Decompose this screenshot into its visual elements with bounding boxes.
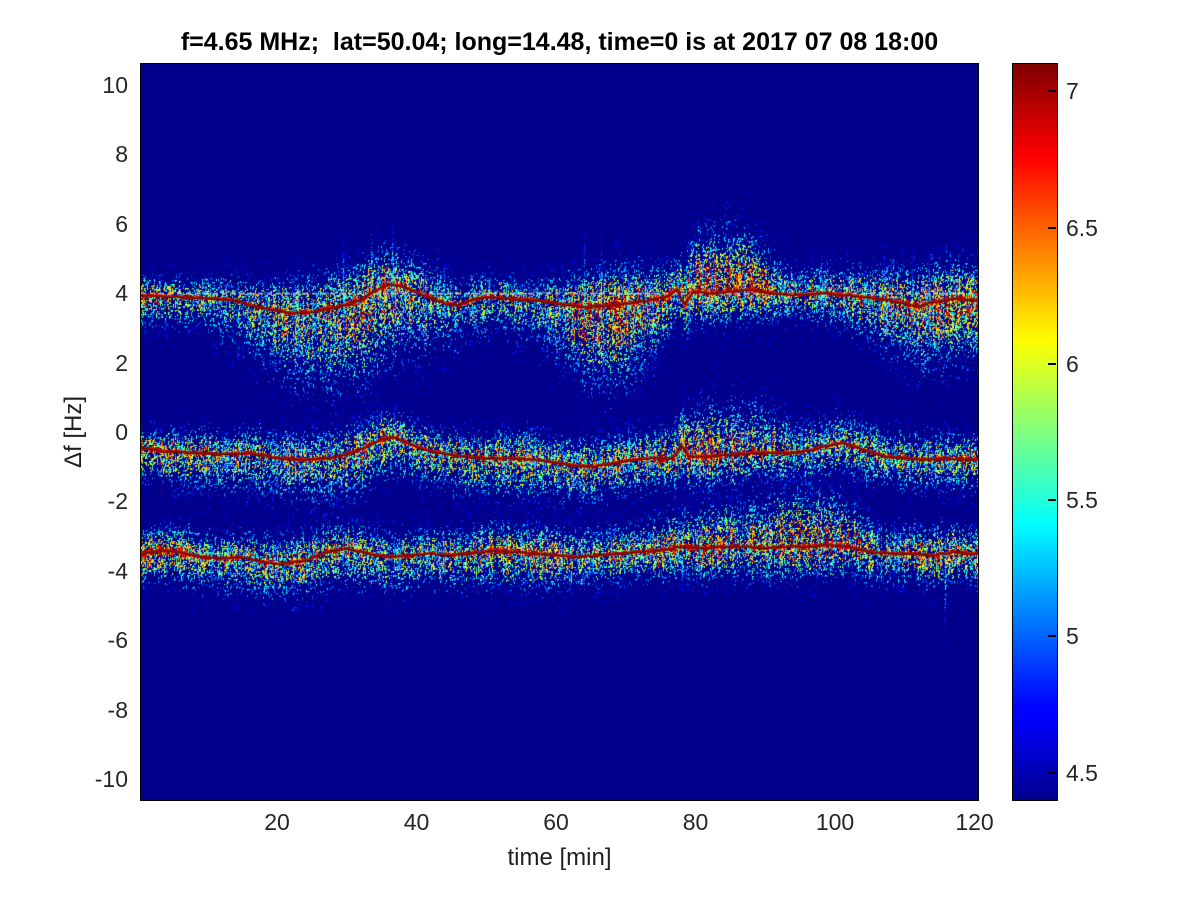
heatmap-canvas — [141, 64, 978, 800]
x-tick-label: 120 — [955, 809, 994, 835]
colorbar-tick-label: 7 — [1066, 78, 1079, 105]
plot-title: f=4.65 MHz; lat=50.04; long=14.48, time=… — [180, 28, 939, 56]
colorbar-tick-mark — [1048, 90, 1056, 93]
colorbar-tick-label: 6 — [1066, 350, 1079, 377]
x-tick-label: 100 — [815, 809, 855, 835]
y-tick-label: 10 — [102, 71, 128, 98]
y-tick-label: 6 — [115, 210, 128, 237]
y-tick-label: -10 — [94, 766, 128, 793]
y-tick-label: -4 — [107, 557, 128, 584]
x-tick-label: 40 — [403, 809, 430, 835]
x-tick-label: 80 — [682, 809, 709, 835]
y-tick-label: -8 — [107, 696, 128, 723]
colorbar-tick-label: 4.5 — [1066, 759, 1098, 786]
colorbar-tick-mark — [1048, 362, 1056, 365]
colorbar-tick-mark — [1048, 226, 1056, 229]
x-tick-label: 20 — [264, 809, 290, 835]
y-tick-label: 8 — [115, 141, 128, 168]
colorbar-tick-label: 6.5 — [1066, 214, 1098, 241]
y-tick-label: 0 — [115, 419, 128, 445]
y-tick-label: -6 — [107, 627, 128, 654]
colorbar-tick-label: 5.5 — [1066, 487, 1098, 514]
colorbar-tick-mark — [1048, 499, 1056, 502]
y-tick-label: 2 — [115, 349, 128, 376]
x-axis-label: time [min] — [507, 844, 612, 871]
colorbar-tick-mark — [1048, 635, 1056, 638]
colorbar-tick-label: 5 — [1066, 623, 1079, 650]
colorbar — [1013, 64, 1057, 800]
y-tick-label: -2 — [107, 488, 128, 515]
colorbar-tick-mark — [1048, 771, 1056, 774]
x-tick-label: 60 — [543, 809, 569, 835]
y-tick-label: 4 — [115, 280, 128, 307]
